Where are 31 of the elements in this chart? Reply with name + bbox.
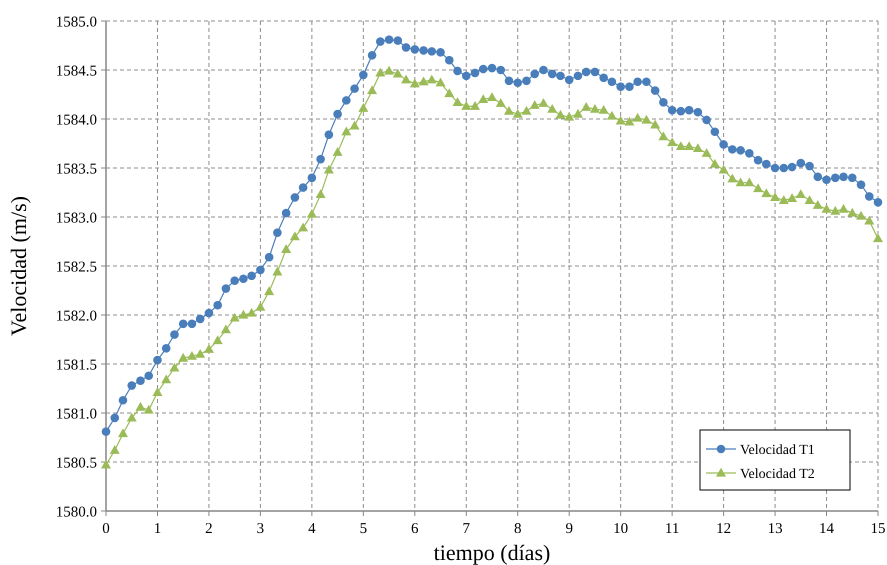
y-tick-label: 1583.0 [56, 210, 97, 226]
x-tick-label: 14 [819, 521, 835, 537]
x-tick-label: 6 [411, 521, 420, 537]
y-tick-label: 1581.0 [56, 406, 97, 422]
x-tick-label: 13 [768, 521, 783, 537]
x-tick-label: 8 [514, 521, 522, 537]
y-tick-label: 1585.0 [56, 14, 97, 30]
legend-label: Velocidad T1 [740, 442, 815, 458]
y-tick-label: 1584.0 [56, 112, 97, 128]
x-tick-label: 7 [462, 521, 471, 537]
y-tick-label: 1582.5 [56, 259, 97, 276]
x-tick-label: 11 [664, 521, 680, 537]
legend-label: Velocidad T2 [740, 466, 815, 482]
x-tick-label: 9 [565, 521, 573, 537]
y-tick-label: 1580.0 [56, 504, 97, 520]
x-axis-title: tiempo (días) [434, 540, 550, 565]
y-tick-label: 1581.5 [56, 357, 97, 374]
x-tick-label: 0 [102, 521, 110, 537]
x-tick-label: 5 [360, 521, 368, 537]
x-tick-label: 1 [154, 521, 162, 537]
x-tick-label: 15 [870, 521, 886, 537]
x-tick-label: 12 [716, 521, 732, 537]
x-tick-label: 3 [256, 521, 264, 537]
y-tick-label: 1582.0 [56, 308, 97, 324]
y-tick-label: 1580.5 [56, 455, 97, 472]
x-tick-label: 10 [613, 521, 628, 537]
y-tick-label: 1583.5 [56, 161, 97, 178]
x-tick-label: 2 [205, 521, 213, 537]
x-tick-label: 4 [308, 521, 316, 537]
y-axis-title: Velocidad (m/s) [6, 196, 31, 336]
y-tick-label: 1584.5 [56, 63, 97, 80]
